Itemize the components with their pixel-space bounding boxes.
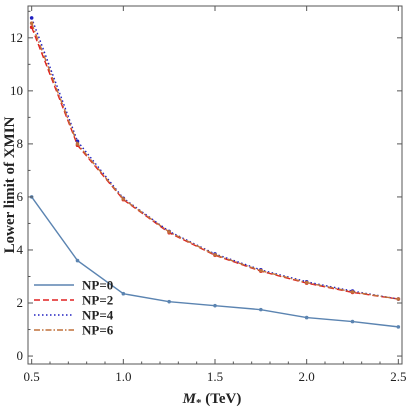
data-point-np-6: [350, 290, 355, 294]
x-axis-symbol: M: [182, 391, 197, 407]
y-tick-label: 8: [17, 136, 24, 151]
legend-label-np-0: NP=0: [82, 278, 113, 293]
data-point-np-0: [121, 291, 126, 296]
x-tick-label: 2.0: [299, 369, 315, 384]
plot-layer: [29, 16, 401, 329]
x-axis-unit: (TeV): [201, 391, 241, 407]
legend-label-np-2: NP=2: [82, 293, 113, 308]
data-point-np-0: [259, 307, 263, 312]
series-line-np-2: [31, 26, 399, 300]
legend: NP=0NP=2NP=4NP=6: [34, 278, 114, 338]
data-point-np-6: [396, 297, 401, 301]
data-point-np-0: [167, 299, 171, 304]
data-point-np-6: [167, 230, 171, 234]
y-tick-label: 12: [10, 30, 23, 45]
data-point-np-0: [396, 325, 401, 329]
data-point-np-4: [29, 16, 34, 20]
data-point-np-6: [29, 21, 34, 26]
x-tick-label: 1.5: [207, 369, 223, 384]
data-point-np-6: [213, 252, 217, 257]
y-tick-label: 6: [17, 189, 24, 204]
y-ticks: 0 2 4 6 8 10 12: [10, 10, 402, 363]
y-axis-title: Lower limit of XMIN: [2, 116, 18, 253]
data-point-np-0: [304, 315, 309, 320]
data-point-np-0: [75, 258, 80, 263]
y-tick-label: 0: [17, 348, 24, 363]
x-tick-label: 0.5: [24, 369, 40, 384]
y-tick-label: 10: [10, 83, 23, 98]
data-point-np-6: [259, 268, 263, 273]
x-tick-label: 1.0: [115, 369, 131, 384]
x-tick-label: 2.5: [390, 369, 406, 384]
x-ticks: 0.5 1.0 1.5 2.0 2.5: [24, 6, 406, 384]
data-point-np-0: [350, 319, 355, 324]
data-point-np-6: [75, 142, 80, 146]
data-point-np-6: [304, 280, 309, 285]
y-tick-label: 4: [17, 242, 24, 257]
legend-label-np-6: NP=6: [82, 323, 114, 338]
data-point-np-6: [121, 197, 126, 201]
x-axis-subscript: *: [196, 397, 202, 409]
series-line-np-6: [31, 22, 399, 300]
data-point-np-0: [213, 303, 217, 308]
y-tick-label: 2: [17, 295, 24, 310]
legend-label-np-4: NP=4: [82, 308, 114, 323]
x-axis-title: M* (TeV): [182, 391, 242, 409]
